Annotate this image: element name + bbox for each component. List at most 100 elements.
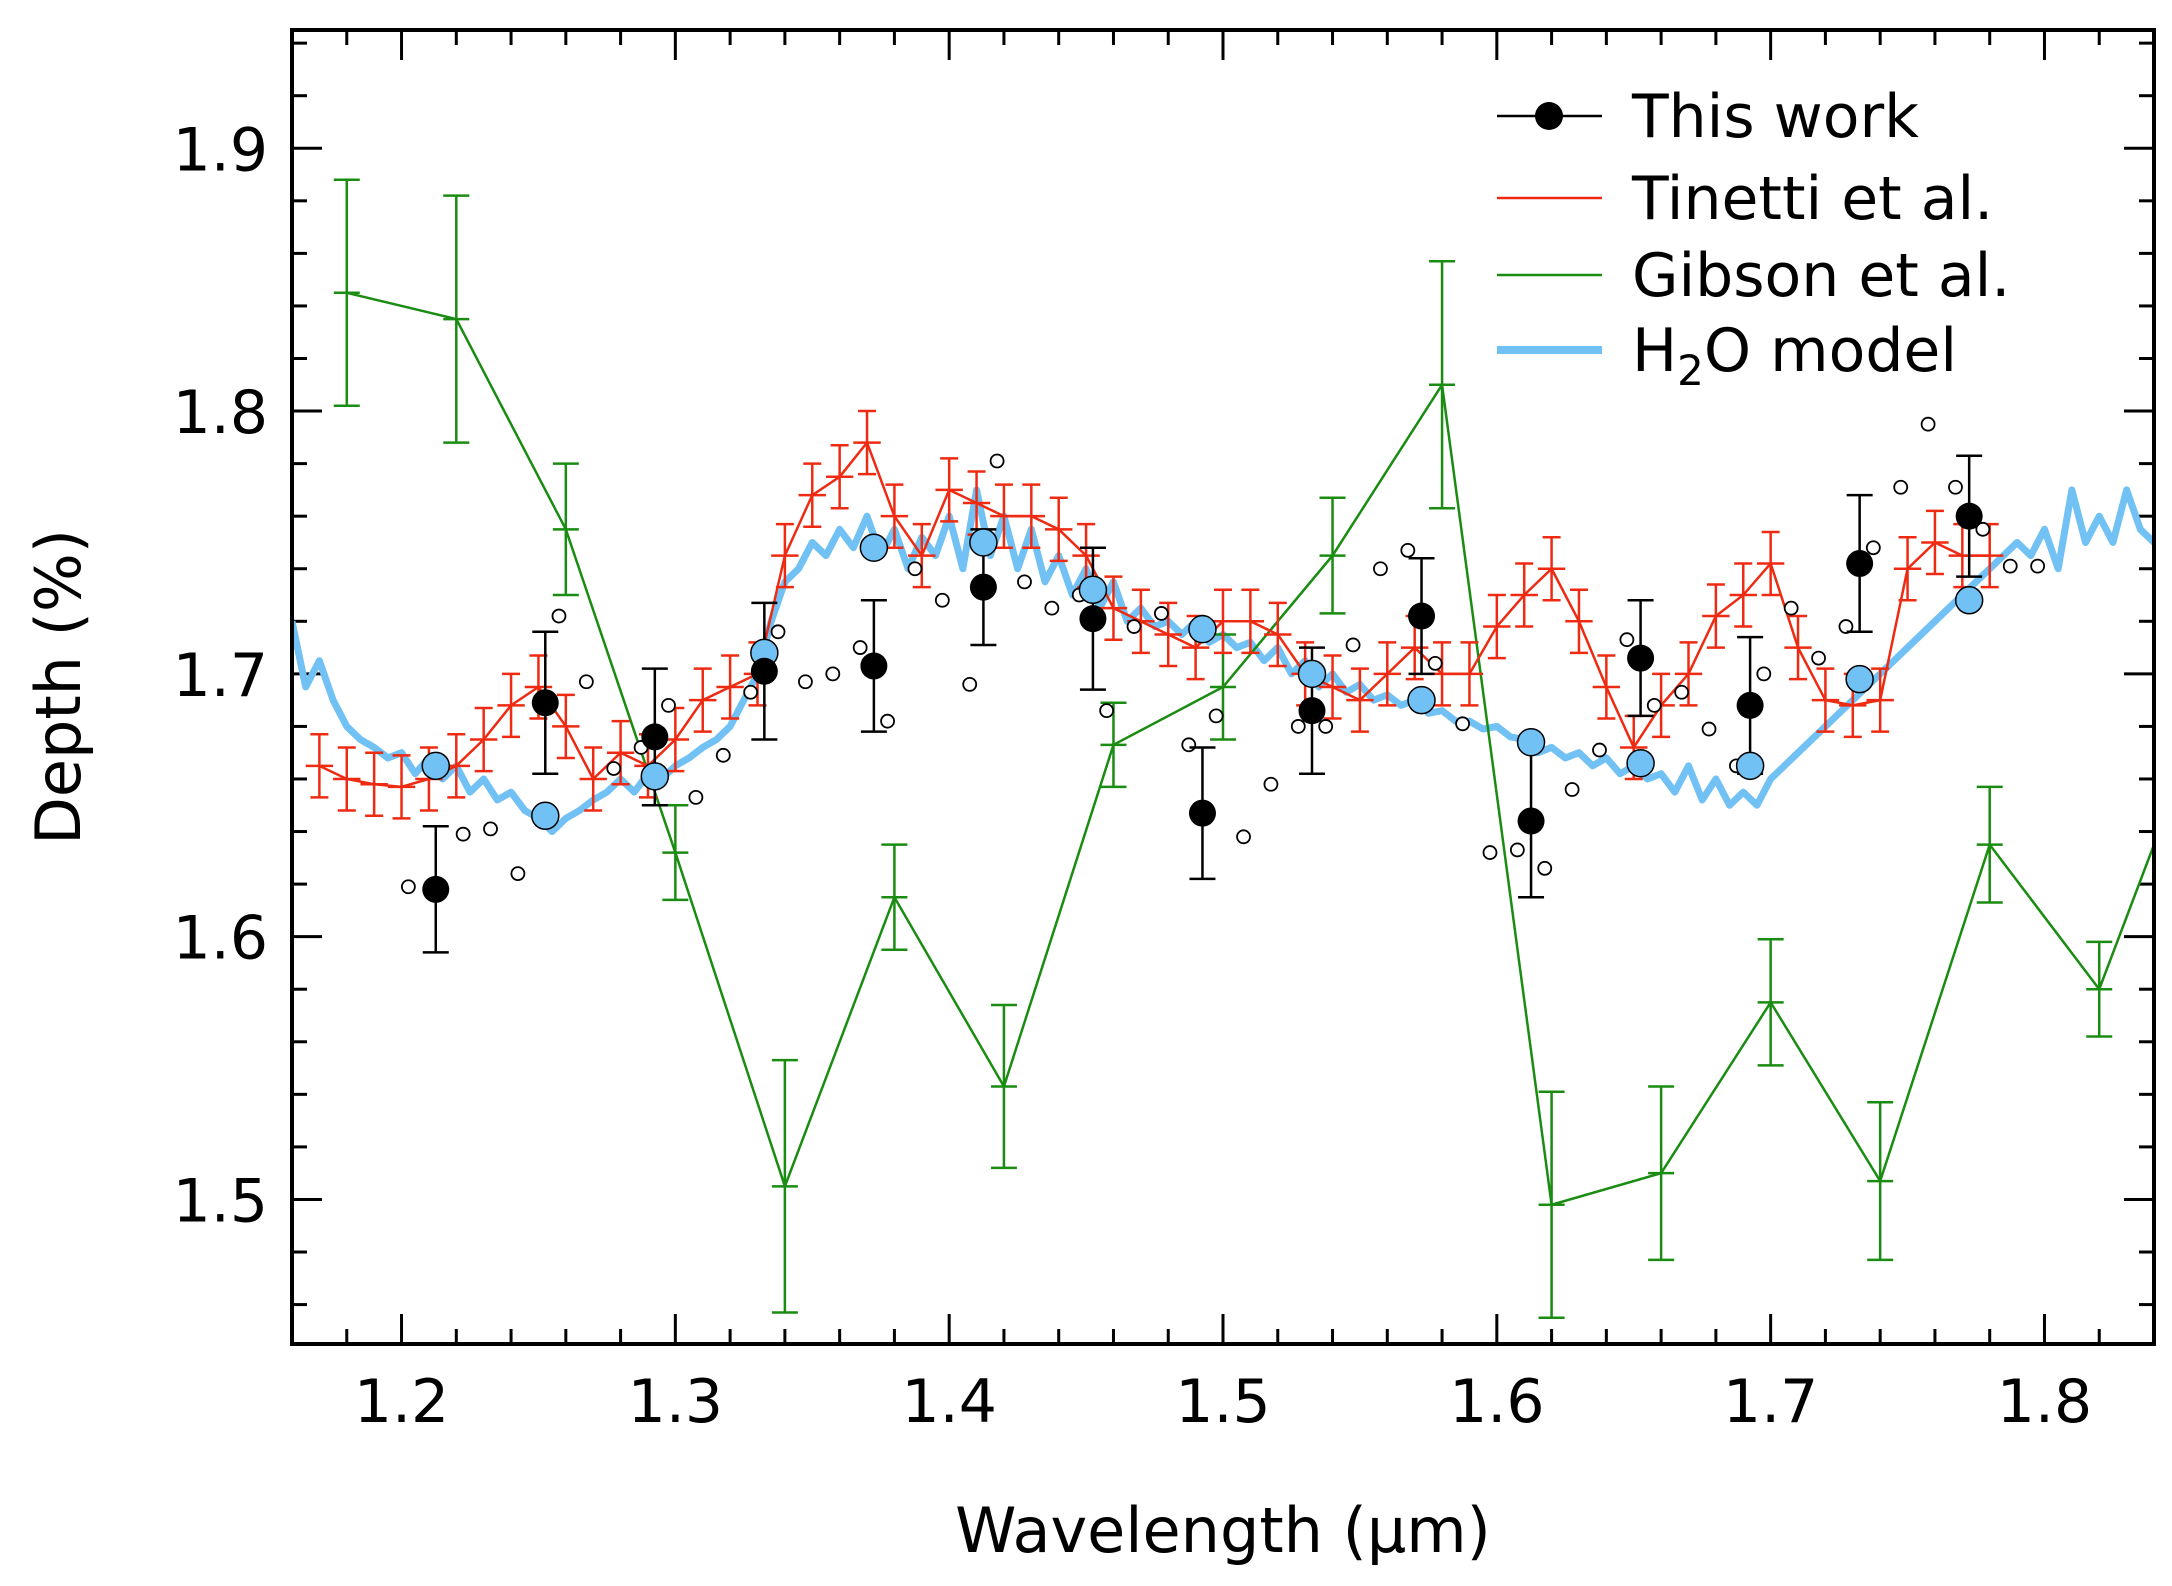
open-circle-point <box>852 640 868 655</box>
open-circle-point <box>798 674 813 690</box>
open-circle-point <box>2002 558 2018 574</box>
model-binned-point <box>1735 751 1765 781</box>
legend-label-tinetti: Tinetti et al. <box>1631 164 1993 234</box>
open-circle-point <box>907 561 923 577</box>
this-work-point <box>422 875 450 903</box>
model-binned-point <box>859 533 889 562</box>
y-axis-label: Depth (%) <box>22 529 95 845</box>
open-circle-point <box>1181 737 1197 753</box>
open-circle-point <box>1373 561 1388 577</box>
open-circle-point <box>1126 619 1142 634</box>
this-work-point <box>1298 697 1326 725</box>
this-work-point <box>1846 549 1874 577</box>
x-tick-label: 1.4 <box>901 1367 996 1437</box>
open-circle-point <box>962 676 978 692</box>
this-work-point <box>1736 691 1764 719</box>
model-binned-point <box>1188 614 1217 644</box>
open-circle-point <box>1783 600 1799 616</box>
open-circle-point <box>1263 776 1279 792</box>
y-tick-label: 1.8 <box>173 378 268 448</box>
open-circle-point <box>1646 697 1662 713</box>
model-binned-point <box>1078 575 1108 605</box>
this-work-point <box>1517 807 1545 835</box>
x-tick-label: 1.6 <box>1449 1367 1544 1437</box>
y-tick-label: 1.9 <box>173 115 268 185</box>
model-binned-point <box>1626 748 1655 778</box>
open-circle-point <box>1811 650 1826 666</box>
model-binned-point <box>1516 727 1546 757</box>
open-circle-point <box>934 592 950 608</box>
model-binned-point <box>1845 664 1874 694</box>
open-circle-point <box>1592 742 1607 758</box>
open-circle-point <box>1701 721 1717 737</box>
open-circle-point <box>825 666 841 682</box>
open-circle-point <box>551 608 567 624</box>
plot-frame <box>290 28 2156 1346</box>
open-circle-point <box>1865 540 1881 556</box>
x-tick-label: 1.2 <box>354 1367 449 1437</box>
open-circle-point <box>2030 558 2046 574</box>
open-circle-point <box>1236 829 1251 845</box>
plot-area <box>292 178 2154 1319</box>
open-circle-point <box>1290 719 1306 734</box>
open-circle-point <box>715 747 731 763</box>
this-work-point <box>969 573 997 601</box>
open-circle-point <box>1838 619 1854 634</box>
x-axis-label: Wavelength (μm) <box>955 1494 1491 1567</box>
model-binned-point <box>531 801 560 831</box>
x-tick-label: 1.5 <box>1175 1367 1270 1437</box>
open-circle-point <box>1756 666 1772 682</box>
this-work-point <box>860 652 888 680</box>
open-circle-point <box>1318 719 1334 734</box>
open-circle-point <box>661 697 676 713</box>
model-binned-point <box>1407 685 1436 715</box>
x-tick-label: 1.8 <box>1997 1367 2092 1437</box>
model-binned-point <box>421 751 451 781</box>
this-work-point <box>1955 502 1983 530</box>
this-work-point <box>750 657 778 685</box>
legend: This work Tinetti et al. Gibson et al. H… <box>1497 82 2010 395</box>
open-circle-point <box>1564 782 1580 797</box>
open-circle-point <box>510 866 526 881</box>
open-circle-point <box>606 761 622 776</box>
open-circle-point <box>1975 521 1991 537</box>
open-circle-point <box>400 879 416 895</box>
legend-marker-this-work <box>1535 102 1563 130</box>
open-circle-point <box>1537 860 1553 876</box>
legend-label-this-work: This work <box>1631 82 1919 152</box>
model-binned-point <box>640 762 670 791</box>
y-tick-label: 1.7 <box>173 641 268 711</box>
model-binned-point <box>969 528 998 557</box>
open-circle-point <box>483 821 498 837</box>
model-binned-point <box>1954 586 1984 615</box>
x-tick-label: 1.7 <box>1723 1367 1818 1437</box>
open-circle-point <box>1619 632 1635 648</box>
open-circle-point <box>688 789 704 805</box>
this-work-point <box>1079 605 1107 633</box>
open-circle-point <box>743 684 759 700</box>
open-circle-point <box>1920 416 1936 432</box>
open-circle-point <box>1509 842 1525 858</box>
tinetti-line <box>318 440 1990 789</box>
open-circle-point <box>770 624 786 640</box>
y-tick-label: 1.6 <box>173 904 268 974</box>
tick-labels: 1.2 1.3 1.4 1.5 1.6 1.7 1.8 1.5 1.6 1.7 1.8 1.9 <box>173 115 2093 1437</box>
x-tick-label: 1.3 <box>628 1367 723 1437</box>
open-circle-point <box>1455 716 1470 732</box>
this-work-point <box>641 723 669 751</box>
open-circle-point <box>1153 606 1169 621</box>
open-circle-point <box>1427 655 1443 671</box>
this-work-point <box>531 689 559 717</box>
legend-label-h2o-model: H2O model <box>1632 316 1957 395</box>
open-circle-point <box>1482 845 1498 860</box>
open-circle-point <box>1893 479 1909 495</box>
open-circle-point <box>880 713 895 729</box>
open-circle-point <box>989 453 1005 469</box>
this-work-point <box>1408 602 1436 630</box>
axis-ticks <box>290 30 2156 1344</box>
open-circle-point <box>1099 703 1115 719</box>
open-circle-point <box>1400 542 1416 558</box>
open-circle-point <box>1674 684 1690 700</box>
y-tick-label: 1.5 <box>173 1166 268 1236</box>
